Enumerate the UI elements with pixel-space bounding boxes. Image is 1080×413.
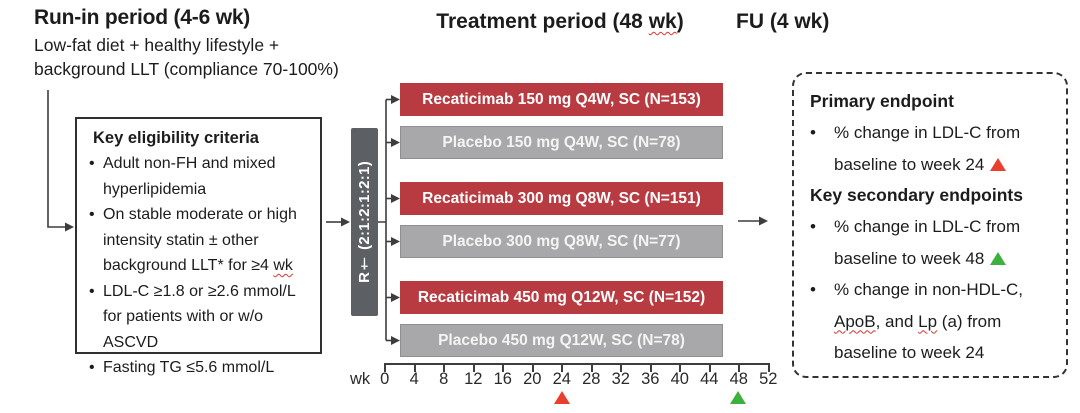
axis-tick [649, 363, 652, 372]
red-triangle-icon [990, 157, 1007, 171]
randomization-trunk-line [378, 99, 387, 341]
runin-description-line1: Low-fat diet + healthy lifestyle + [34, 35, 280, 55]
bullet-icon: • [89, 359, 95, 376]
runin-description-line2: background LLT (compliance 70-100%) [34, 59, 339, 79]
primary-endpoint-bullet-text: % change in LDL-C from baseline to week … [834, 123, 1021, 174]
secondary-endpoint-2-seg2: , and [875, 311, 919, 331]
secondary-endpoint-1-text: % change in LDL-C from baseline to week … [834, 211, 1052, 274]
axis-tick-label: 52 [759, 370, 778, 388]
arm-placebo-300-q8w: Placebo 300 mg Q8W, SC (N=77) [400, 225, 723, 258]
arm-label: Recaticimab 300 mg Q8W, SC (N=151) [422, 189, 701, 207]
bullet-icon: • [89, 155, 95, 172]
arm-label: Recaticimab 450 mg Q12W, SC (N=152) [417, 288, 706, 306]
secondary-endpoint-bullet-1: • % change in LDL-C from baseline to wee… [810, 211, 1052, 274]
axis-tick [708, 363, 711, 372]
secondary-endpoint-2-wavy-lp: Lp [918, 311, 938, 331]
green-triangle-icon [990, 251, 1007, 265]
axis-tick [590, 363, 593, 372]
eligibility-bullet-2-text: On stable moderate or high intensity sta… [103, 202, 312, 279]
bullet-icon: • [89, 206, 95, 223]
secondary-endpoint-2-seg3: (a) from baseline to week 24 [834, 311, 1002, 363]
secondary-endpoint-1-bullet-text: % change in LDL-C from baseline to week … [834, 217, 1021, 268]
arm-label: Placebo 450 mg Q12W, SC (N=78) [438, 331, 685, 349]
axis-tick [679, 363, 682, 372]
eligibility-bullet-2: • On stable moderate or high intensity s… [89, 202, 312, 279]
eligibility-bullet-4: • Fasting TG ≤5.6 mmol/L [89, 355, 312, 381]
arm-placebo-150-q4w: Placebo 150 mg Q4W, SC (N=78) [400, 126, 723, 159]
randomization-bar: R† (2:1:2:1:2:1) [351, 128, 378, 316]
week-axis-line [384, 363, 770, 365]
axis-tick-label: 0 [380, 370, 390, 388]
secondary-endpoint-bullet-2: • % change in non-HDL-C, ApoB, and Lp (a… [810, 274, 1052, 369]
axis-tick [738, 363, 741, 372]
eligibility-bullet-3-text: LDL-C ≥1.8 or ≥2.6 mmol/L for patients w… [103, 282, 296, 351]
eligibility-bullet-2-pre: On stable moderate or high intensity sta… [103, 206, 297, 274]
axis-tick-label: 8 [439, 370, 449, 388]
endpoints-panel: Primary endpoint • % change in LDL-C fro… [792, 72, 1068, 378]
treatment-title-close: ) [676, 10, 684, 33]
treatment-title-wavy-word: wk [648, 10, 677, 33]
eligibility-criteria-box: Key eligibility criteria • Adult non-FH … [75, 117, 322, 376]
axis-tick-label: 48 [729, 370, 748, 388]
week-axis-unit-label: wk [350, 370, 371, 388]
arm-label: Placebo 150 mg Q4W, SC (N=78) [442, 133, 681, 151]
eligibility-title: Key eligibility criteria [93, 129, 259, 147]
runin-to-eligibility-arrow [47, 90, 74, 232]
secondary-endpoint-2-seg1: % change in non-HDL-C, [834, 280, 1023, 299]
randomization-ratio-label: R† (2:1:2:1:2:1) [356, 161, 373, 283]
bullet-icon: • [810, 217, 816, 236]
eligibility-bullet-4-text: Fasting TG ≤5.6 mmol/L [103, 359, 275, 376]
followup-period-title: FU (4 wk) [736, 10, 830, 33]
eligibility-bullet-1-text: Adult non-FH and mixed hyperlipidemia [103, 155, 276, 198]
axis-tick [767, 363, 770, 372]
arm-label: Recaticimab 150 mg Q4W, SC (N=153) [422, 90, 701, 108]
treatment-title-text: Treatment period (48 [436, 10, 649, 33]
axis-tick-label: 28 [582, 370, 601, 388]
eligibility-bullet-1: • Adult non-FH and mixed hyperlipidemia [89, 151, 312, 202]
axis-tick-label: 36 [641, 370, 660, 388]
axis-tick-label: 32 [611, 370, 630, 388]
axis-tick-label: 12 [464, 370, 483, 388]
primary-endpoint-text: % change in LDL-C from baseline to week … [834, 117, 1052, 180]
axis-tick-label: 4 [409, 370, 419, 388]
treatment-period-title: Treatment period (48 wk) [410, 10, 710, 34]
arm-recaticimab-450-q12w: Recaticimab 450 mg Q12W, SC (N=152) [400, 281, 723, 314]
axis-tick [561, 363, 564, 372]
bullet-icon: • [89, 282, 95, 300]
axis-tick [384, 363, 386, 372]
axis-tick [502, 363, 505, 372]
axis-tick [413, 363, 416, 372]
axis-tick-label: 40 [670, 370, 689, 388]
axis-tick-label: 16 [493, 370, 512, 388]
arm-label: Placebo 300 mg Q8W, SC (N=77) [442, 232, 681, 250]
secondary-endpoint-2-wavy-apob: ApoB [834, 311, 876, 331]
axis-tick-label: 20 [523, 370, 542, 388]
secondary-endpoints-title: Key secondary endpoints [810, 185, 1023, 205]
runin-period-title: Run-in period (4-6 wk) [34, 6, 251, 29]
arm-recaticimab-150-q4w: Recaticimab 150 mg Q4W, SC (N=153) [400, 83, 723, 116]
secondary-endpoint-2-text: % change in non-HDL-C, ApoB, and Lp (a) … [834, 274, 1052, 369]
eligibility-bullet-2-wavy-word: wk [273, 257, 293, 274]
runin-period-header: Run-in period (4-6 wk) Low-fat diet + he… [34, 6, 364, 81]
primary-endpoint-week24-marker-icon [554, 391, 570, 404]
arm-placebo-450-q12w: Placebo 450 mg Q12W, SC (N=78) [400, 324, 723, 357]
eligibility-bullet-3: • LDL-C ≥1.8 or ≥2.6 mmol/L for patients… [89, 279, 312, 356]
axis-tick [620, 363, 623, 372]
primary-endpoint-title: Primary endpoint [810, 91, 954, 111]
arm-recaticimab-300-q8w: Recaticimab 300 mg Q8W, SC (N=151) [400, 182, 723, 215]
bullet-icon: • [810, 123, 816, 142]
axis-tick [472, 363, 475, 372]
bullet-icon: • [810, 280, 816, 299]
axis-tick-label: 24 [552, 370, 571, 388]
axis-tick-label: 44 [700, 370, 719, 388]
week-axis-tick-labels: 0 4 8 12 16 20 24 28 32 36 40 44 48 52 [370, 370, 783, 389]
primary-endpoint-bullet: • % change in LDL-C from baseline to wee… [810, 117, 1052, 180]
secondary-endpoint-week48-marker-icon [730, 391, 746, 404]
week-axis-ticks [384, 363, 770, 372]
axis-tick [443, 363, 446, 372]
axis-tick [531, 363, 534, 372]
